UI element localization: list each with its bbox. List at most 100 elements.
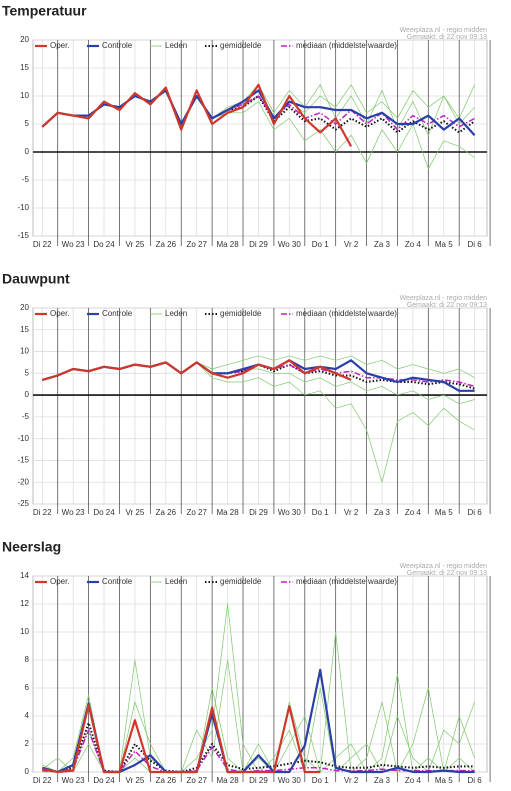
x-tick-label: Za 3 <box>374 240 391 249</box>
plot-area <box>32 307 488 505</box>
x-tick-label: Do 24 <box>93 508 115 517</box>
legend-label: Leden <box>165 577 187 586</box>
x-tick-label: Zo 27 <box>186 508 207 517</box>
x-tick-label: Wo 30 <box>278 508 302 517</box>
series-line <box>42 722 475 773</box>
series-line <box>41 83 353 147</box>
y-tick-label: 0 <box>25 390 30 399</box>
x-tick-label: Do 1 <box>312 508 329 517</box>
x-tick-label: Vr 25 <box>126 240 145 249</box>
legend-label: Controle <box>102 41 133 50</box>
y-tick-label: 20 <box>20 35 29 44</box>
x-tick-label: Di 22 <box>33 776 52 785</box>
x-tick-label: Do 24 <box>93 776 115 785</box>
created: Gemaakt: di 22 nov 09:13 <box>407 302 487 309</box>
legend-label: mediaan (middelste waarde) <box>296 577 397 586</box>
legend-label: gemiddelde <box>220 309 262 318</box>
x-tick-label: Za 3 <box>374 508 391 517</box>
x-tick-label: Ma 5 <box>435 508 453 517</box>
y-tick-label: 10 <box>20 347 29 356</box>
x-tick-label: Wo 23 <box>62 240 86 249</box>
legend-label: Oper. <box>50 41 70 50</box>
x-tick-label: Di 6 <box>468 508 483 517</box>
x-tick-label: Ma 28 <box>216 240 239 249</box>
x-tick-label: Ma 28 <box>216 776 239 785</box>
y-tick-label: 5 <box>25 119 30 128</box>
y-tick-label: -15 <box>17 456 29 465</box>
created: Gemaakt: di 22 nov 09:13 <box>407 34 487 41</box>
x-tick-label: Wo 30 <box>278 776 302 785</box>
y-tick-label: 5 <box>25 368 30 377</box>
y-tick-label: 14 <box>20 571 29 580</box>
x-tick-label: Di 6 <box>468 776 483 785</box>
series-line <box>41 359 352 381</box>
series-line <box>42 703 321 774</box>
source: Weerplaza.nl - regio midden <box>400 563 488 570</box>
y-tick-label: 20 <box>20 303 29 312</box>
y-tick-label: 0 <box>25 767 30 776</box>
legend-label: gemiddelde <box>220 41 262 50</box>
y-tick-label: 10 <box>20 91 29 100</box>
x-tick-label: Vr 25 <box>126 508 145 517</box>
legend-label: Oper. <box>50 309 70 318</box>
x-tick-label: Do 1 <box>312 240 329 249</box>
y-tick-label: -20 <box>17 477 29 486</box>
x-tick-label: Wo 30 <box>278 240 302 249</box>
legend-label: gemiddelde <box>220 577 262 586</box>
y-tick-label: 6 <box>25 683 30 692</box>
legend-label: Leden <box>165 309 187 318</box>
y-tick-label: -5 <box>22 175 30 184</box>
plot-area <box>32 39 488 237</box>
x-tick-label: Wo 23 <box>62 508 86 517</box>
x-tick-label: Di 29 <box>249 776 268 785</box>
created: Gemaakt: di 22 nov 09:13 <box>407 570 487 577</box>
legend-label: Controle <box>102 309 133 318</box>
y-tick-label: 10 <box>20 627 29 636</box>
x-tick-label: Vr 2 <box>344 240 359 249</box>
x-tick-label: Za 26 <box>156 776 177 785</box>
y-tick-label: 12 <box>20 599 29 608</box>
x-tick-label: Za 3 <box>374 776 391 785</box>
x-tick-label: Ma 5 <box>435 240 453 249</box>
x-tick-label: Di 29 <box>249 508 268 517</box>
source: Weerplaza.nl - regio midden <box>400 295 488 302</box>
x-tick-label: Zo 4 <box>405 240 422 249</box>
chart-title: Dauwpunt <box>2 271 70 287</box>
x-tick-label: Do 24 <box>93 240 115 249</box>
chart-title: Temperatuur <box>2 3 87 19</box>
legend-label: Leden <box>165 41 187 50</box>
x-tick-label: Di 22 <box>33 240 52 249</box>
x-tick-label: Zo 27 <box>186 240 207 249</box>
x-tick-label: Di 22 <box>33 508 52 517</box>
x-tick-label: Vr 25 <box>126 776 145 785</box>
y-tick-label: 0 <box>25 147 30 156</box>
y-tick-label: 2 <box>25 739 30 748</box>
x-tick-label: Di 6 <box>468 240 483 249</box>
x-tick-label: Do 1 <box>312 776 329 785</box>
x-tick-label: Zo 4 <box>405 508 422 517</box>
y-tick-label: -10 <box>17 203 29 212</box>
x-tick-label: Di 29 <box>249 240 268 249</box>
y-tick-label: 8 <box>25 655 30 664</box>
legend-label: Oper. <box>50 577 70 586</box>
x-tick-label: Wo 23 <box>62 776 86 785</box>
plot-area <box>32 575 488 773</box>
source: Weerplaza.nl - regio midden <box>400 27 488 34</box>
y-tick-label: 15 <box>20 325 29 334</box>
x-tick-label: Vr 2 <box>344 776 359 785</box>
y-tick-label: -5 <box>22 412 30 421</box>
x-tick-label: Zo 4 <box>405 776 422 785</box>
x-tick-label: Za 26 <box>156 240 177 249</box>
x-tick-label: Vr 2 <box>344 508 359 517</box>
x-tick-label: Zo 27 <box>186 776 207 785</box>
y-tick-label: -15 <box>17 231 29 240</box>
y-tick-label: 4 <box>25 711 30 720</box>
legend-label: Controle <box>102 577 133 586</box>
x-tick-label: Za 26 <box>156 508 177 517</box>
x-tick-label: Ma 28 <box>216 508 239 517</box>
y-tick-label: -10 <box>17 434 29 443</box>
chart-title: Neerslag <box>2 539 61 555</box>
legend-label: mediaan (middelste waarde) <box>296 309 397 318</box>
x-tick-label: Ma 5 <box>435 776 453 785</box>
